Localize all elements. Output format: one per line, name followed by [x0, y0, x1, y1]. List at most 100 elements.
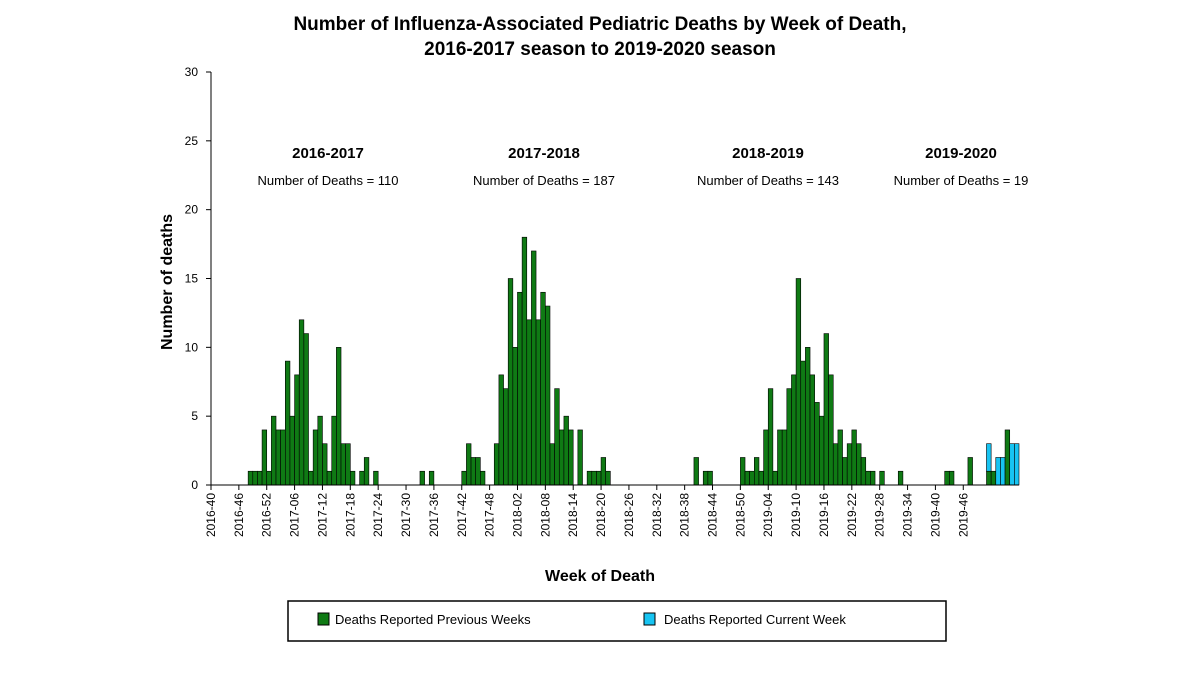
season-label-2017-2018: 2017-2018 — [508, 145, 580, 162]
bar-previous-week — [846, 443, 853, 486]
x-tick-label: 2017-06 — [288, 493, 302, 537]
y-tick-label: 10 — [185, 340, 199, 354]
bar-previous-week — [781, 429, 788, 486]
legend-swatch-previous — [317, 612, 330, 626]
season-label-2016-2017: 2016-2017 — [292, 145, 364, 162]
bar-previous-week — [336, 347, 342, 486]
y-tick-label: 25 — [185, 134, 199, 148]
bar-previous-week — [754, 457, 760, 486]
season-deaths-2018-2019: Number of Deaths = 143 — [697, 173, 839, 188]
bar-previous-week — [707, 470, 713, 486]
bar-previous-week — [832, 443, 839, 486]
bar-series — [247, 236, 1020, 486]
bar-previous-week — [879, 470, 885, 486]
x-tick-label: 2017-36 — [427, 493, 441, 537]
bar-previous-week — [800, 360, 806, 486]
bar-previous-week — [531, 250, 537, 486]
x-tick-label: 2016-46 — [232, 493, 246, 537]
bar-previous-week — [345, 443, 351, 486]
bar-previous-week — [763, 429, 769, 486]
y-tick-label: 0 — [191, 478, 198, 492]
bar-previous-week — [596, 470, 602, 486]
bar-previous-week — [498, 374, 504, 486]
bar-current-week — [1009, 443, 1015, 486]
bar-previous-week — [480, 470, 486, 486]
bar-previous-week — [308, 470, 314, 486]
bar-previous-week — [540, 291, 546, 486]
bar-previous-week — [860, 457, 867, 486]
season-deaths-2017-2018: Number of Deaths = 187 — [473, 173, 615, 188]
bar-previous-week — [828, 374, 834, 486]
bar-previous-week — [512, 347, 518, 486]
bar-previous-week — [503, 388, 509, 486]
bar-previous-week — [280, 429, 286, 486]
bar-previous-week — [870, 470, 876, 486]
bar-previous-week — [702, 470, 709, 486]
bar-previous-week — [819, 415, 825, 486]
bar-previous-week — [944, 470, 950, 486]
season-label-2018-2019: 2018-2019 — [732, 145, 804, 162]
bar-previous-week — [554, 388, 560, 486]
bar-current-week — [995, 457, 1001, 486]
bar-previous-week — [823, 333, 829, 486]
bar-previous-week — [252, 470, 258, 486]
y-tick-label: 15 — [185, 272, 199, 286]
bar-previous-week — [865, 470, 871, 486]
y-axis-title: Number of deaths — [159, 214, 176, 350]
y-tick-label: 5 — [191, 409, 198, 423]
bar-previous-week — [247, 470, 254, 486]
bar-previous-week — [897, 470, 904, 486]
bar-previous-week — [517, 291, 523, 486]
bar-previous-week — [470, 457, 476, 486]
x-tick-label: 2018-08 — [538, 493, 552, 537]
bar-previous-week — [317, 415, 323, 486]
legend-label-previous: Deaths Reported Previous Weeks — [335, 612, 531, 627]
x-axis-ticks: 2016-40 2016-46 2016-52 2017-06 2017-12 2017-… — [204, 485, 970, 537]
bar-previous-week — [949, 470, 955, 486]
x-tick-label: 2018-32 — [650, 493, 664, 537]
bar-previous-week — [990, 470, 997, 486]
bar-previous-week — [493, 443, 500, 486]
bar-previous-week — [693, 457, 699, 486]
season-deaths-2019-2020: Number of Deaths = 19 — [894, 173, 1029, 188]
bar-previous-week — [600, 457, 607, 486]
x-tick-label: 2017-12 — [315, 493, 329, 537]
y-tick-label: 30 — [185, 65, 199, 79]
bar-previous-week — [591, 470, 597, 486]
bar-previous-week — [777, 429, 783, 486]
bar-previous-week — [507, 278, 514, 486]
x-tick-label: 2019-16 — [817, 493, 831, 537]
bar-previous-week — [257, 470, 263, 486]
bar-previous-week — [549, 443, 555, 486]
bar-previous-week — [261, 429, 268, 486]
legend-swatch-current — [643, 612, 656, 626]
bar-previous-week — [298, 319, 305, 486]
bar-previous-week — [577, 429, 583, 486]
bar-previous-week — [340, 443, 346, 486]
x-tick-label: 2016-52 — [260, 493, 274, 537]
x-tick-label: 2017-18 — [343, 493, 357, 537]
bar-previous-week — [526, 319, 532, 486]
bar-previous-week — [744, 470, 750, 486]
x-tick-label: 2019-10 — [789, 493, 803, 537]
y-axis-ticks: 0 5 10 15 20 25 30 — [185, 65, 211, 492]
x-tick-label: 2018-20 — [594, 493, 608, 537]
bar-previous-week — [475, 457, 481, 486]
season-label-2019-2020: 2019-2020 — [925, 145, 997, 162]
bar-previous-week — [605, 470, 611, 486]
x-tick-label: 2018-38 — [678, 493, 692, 537]
x-tick-label: 2019-46 — [956, 493, 970, 537]
bar-previous-week — [767, 388, 774, 486]
bar-previous-week — [322, 443, 328, 486]
x-tick-label: 2018-44 — [706, 493, 720, 537]
bar-previous-week — [331, 415, 337, 486]
chart-title-line-1: Number of Influenza-Associated Pediatric… — [293, 14, 906, 35]
bar-previous-week — [535, 319, 541, 486]
x-tick-label: 2016-40 — [204, 493, 218, 537]
bar-previous-week — [350, 470, 356, 486]
x-tick-label: 2018-50 — [733, 493, 747, 537]
x-tick-label: 2018-26 — [622, 493, 636, 537]
bar-previous-week — [545, 305, 551, 486]
bar-previous-week — [266, 470, 272, 486]
